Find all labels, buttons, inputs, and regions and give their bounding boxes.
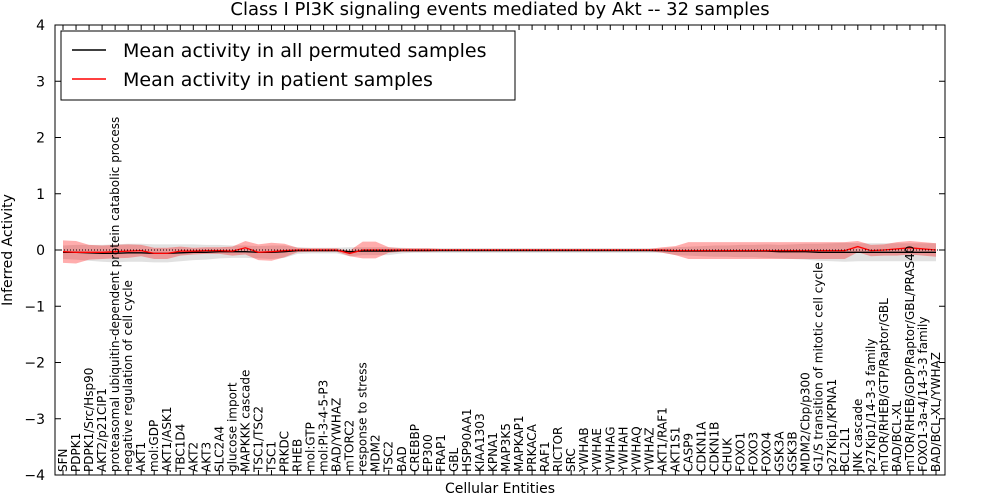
y-tick-label: 1 <box>36 187 45 203</box>
x-category-label: FOXO4 <box>760 432 774 472</box>
x-category-label: AKT1/ASK1 <box>160 407 174 472</box>
x-category-label: FOXO3 <box>747 432 761 472</box>
x-category-label: JNK cascade <box>851 399 865 473</box>
x-category-label: glucose import <box>225 382 239 472</box>
x-category-label: BAD/YWHAZ <box>330 398 344 472</box>
x-category-label: YWHAE <box>590 428 604 473</box>
x-category-label: mol:PI-3-4-5-P3 <box>317 380 331 472</box>
x-category-label: HSP90AA1 <box>460 408 474 472</box>
x-category-label: MDM2 <box>369 434 383 472</box>
legend: Mean activity in all permuted samples Me… <box>60 30 516 101</box>
x-category-label: p27Kip1/KPNA1 <box>825 379 839 472</box>
x-category-label: AKT2 <box>186 442 200 472</box>
x-category-label: MDM2/Cbp/p300 <box>799 372 813 472</box>
x-category-label: BCL2L1 <box>838 427 852 472</box>
x-category-label: CDKN1A <box>695 421 709 472</box>
y-tick-label: 0 <box>36 243 45 259</box>
x-category-label: p27Kip1/14-3-3 family <box>864 339 878 472</box>
x-category-label: SLC2A4 <box>212 426 226 472</box>
x-category-label: MAP3K5 <box>499 423 513 472</box>
x-category-label: mTORC2 <box>343 420 357 472</box>
x-category-label: PRKDC <box>278 431 292 472</box>
x-category-label: GBL <box>447 447 461 472</box>
x-category-label: negative regulation of cell cycle <box>121 280 135 472</box>
x-category-label: response to stress <box>356 362 370 472</box>
y-tick-label: −3 <box>24 412 45 428</box>
x-category-label: CDKN1B <box>708 422 722 472</box>
band-permuted <box>63 242 936 263</box>
x-category-label: AKT1 <box>134 442 148 472</box>
x-category-label: RICTOR <box>551 427 565 472</box>
x-category-label: KPNA1 <box>486 432 500 472</box>
x-category-label: SRC <box>564 448 578 472</box>
x-category-label: mol:GTP <box>304 422 318 472</box>
x-category-label: YWHAG <box>603 426 617 473</box>
x-category-label: AKT1/RAF1 <box>655 407 669 472</box>
chart-title: Class I PI3K signaling events mediated b… <box>230 0 769 20</box>
x-category-label: PRKACA <box>525 423 539 472</box>
x-category-label: YWHAZ <box>642 427 656 473</box>
x-category-label: SFN <box>56 449 70 473</box>
band-patient <box>63 240 936 264</box>
x-category-label: CREBBP <box>408 424 422 472</box>
x-category-label: AKT2/p21CIP1 <box>95 388 109 472</box>
x-category-label: mol:GDP <box>147 420 161 472</box>
x-category-label: G1/S transition of mitotic cell cycle <box>812 262 826 472</box>
x-category-label: GSK3A <box>773 431 787 472</box>
x-category-label: EP300 <box>421 434 435 472</box>
y-tick-label: −2 <box>24 356 45 372</box>
x-category-label: TSC1/TSC2 <box>251 406 265 473</box>
legend-label-patient: Mean activity in patient samples <box>123 69 433 91</box>
x-category-label: TSC1 <box>265 441 279 473</box>
x-category-label: MAPKAP1 <box>512 415 526 472</box>
x-category-label: MAPKKK cascade <box>238 370 252 472</box>
y-tick-label: 2 <box>36 131 45 147</box>
x-category-label: YWHAH <box>616 427 630 473</box>
x-category-label: PDPK1 <box>69 433 83 472</box>
x-category-label: AKT3 <box>199 442 213 472</box>
x-category-label: mTOR/RHEB/GTP/Raptor/GBL <box>877 298 891 472</box>
x-category-label: CASP9 <box>681 433 695 472</box>
y-tick-label: 4 <box>36 18 45 34</box>
x-category-label: FRAP1 <box>434 434 448 472</box>
x-category-label: BAD <box>395 446 409 472</box>
legend-box <box>60 30 516 101</box>
x-category-label: RHEB <box>291 439 305 472</box>
x-category-label: mTOR/RHEB/GDP/Raptor/GBL/PRAS40 <box>903 246 917 472</box>
y-tick-label: −4 <box>24 468 45 484</box>
x-category-label: KIAA1303 <box>473 413 487 472</box>
x-category-label: PDPK1/Src/Hsp90 <box>82 368 96 472</box>
y-axis-ticks: −4 −3 −2 −1 0 1 2 3 4 <box>24 18 945 484</box>
x-axis-category-labels: SFN PDPK1 PDPK1/Src/Hsp90 AKT2/p21CIP1 prote… <box>56 25 943 475</box>
y-tick-label: 3 <box>36 74 45 90</box>
x-category-label: BAD/BCL-XL/YWHAZ <box>929 352 943 472</box>
x-category-label: AKT1S1 <box>668 427 682 472</box>
x-category-label: GSK3B <box>786 431 800 472</box>
x-category-label: YWHAB <box>577 427 591 473</box>
y-axis-label: Inferred Activity <box>0 194 16 306</box>
x-category-label: YWHAQ <box>629 426 643 473</box>
x-axis-label: Cellular Entities <box>445 481 555 497</box>
x-category-label: FOXO1-3a-4/14-3-3 family <box>916 317 930 473</box>
x-category-label: TSC2 <box>382 441 396 473</box>
confidence-bands <box>63 240 936 264</box>
x-category-label: BAD/BCL-XL <box>890 400 904 472</box>
x-category-label: proteasomal ubiquitin-dependent protein … <box>108 117 122 472</box>
y-tick-label: −1 <box>24 299 45 315</box>
x-category-label: CHUK <box>721 437 735 472</box>
x-category-label: FOXO1 <box>734 432 748 472</box>
x-category-label: TBC1D4 <box>173 424 187 473</box>
x-category-label: RAF1 <box>538 441 552 472</box>
legend-label-permuted: Mean activity in all permuted samples <box>123 40 486 62</box>
